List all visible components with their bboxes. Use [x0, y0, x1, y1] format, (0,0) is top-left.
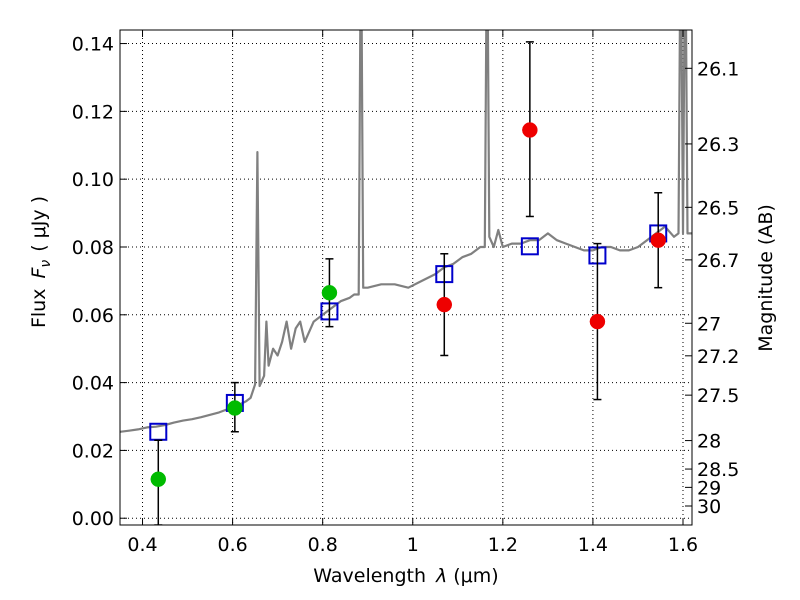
y-tick-label: 0.12 [72, 101, 114, 123]
x-axis-label: Wavelength [313, 565, 426, 587]
plot-frame [119, 29, 693, 526]
y-tick-label: 0.10 [72, 169, 114, 191]
plot-background [120, 30, 692, 525]
y2-axis-title: Magnitude (AB) [755, 204, 777, 352]
y2-tick-label: 29 [697, 477, 721, 499]
y-tick-label: 0.06 [72, 305, 114, 327]
y-axis-symbol: F [28, 267, 50, 279]
x-tick-label: 1.4 [578, 534, 608, 556]
x-tick-label: 0.6 [217, 534, 247, 556]
observed-flux-point [650, 232, 666, 248]
observed-flux-point [589, 313, 606, 330]
y-tick-label: 0.00 [72, 508, 114, 530]
series-layer [120, 30, 692, 525]
model-photometry-square [520, 237, 539, 256]
x-tick-label: 0.8 [308, 534, 338, 556]
y-axis-subscript: ν [38, 260, 54, 268]
y2-tick-label: 27.2 [697, 346, 739, 368]
observed-flux-point [227, 400, 243, 416]
observed-flux-point [321, 285, 338, 301]
x-axis-title: Wavelength λ (μm) [313, 565, 498, 587]
x-axis-symbol: λ [435, 565, 447, 587]
y2-tick-label: 27 [697, 313, 721, 335]
x-tick-label: 1.6 [668, 534, 698, 556]
y-tick-label: 0.14 [72, 34, 114, 56]
y-axis-unit: ( μJy ) [28, 196, 50, 252]
observed-flux-point [436, 296, 453, 313]
observed-flux-point [522, 122, 538, 138]
y-tick-label: 0.08 [72, 237, 114, 259]
y-axis-label: Flux [28, 289, 50, 329]
x-tick-label: 1 [407, 534, 419, 556]
y-tick-label: 0.02 [72, 440, 114, 462]
ticks: 0.4 0.6 0.8 1 1.2 1.4 1.6 0.00 0.02 0.04 0.06 0.08 0… [72, 30, 739, 556]
observed-flux-point [150, 471, 167, 487]
x-tick-label: 1.2 [488, 534, 518, 556]
y2-tick-label: 26.3 [697, 134, 739, 156]
x-axis-unit: (μm) [453, 565, 498, 587]
y2-tick-label: 30 [697, 496, 721, 518]
y2-tick-label: 28 [697, 431, 721, 453]
y2-tick-label: 26.1 [697, 58, 739, 80]
y2-tick-label: 26.5 [697, 197, 739, 219]
y-tick-label: 0.04 [72, 373, 114, 395]
x-tick-label: 0.4 [127, 534, 157, 556]
y2-tick-label: 26.7 [697, 250, 739, 272]
y2-tick-label: 27.5 [697, 385, 739, 407]
y2-tick-label: 28.5 [697, 459, 739, 481]
y-axis-title: Flux Fν ( μJy ) [28, 196, 54, 328]
